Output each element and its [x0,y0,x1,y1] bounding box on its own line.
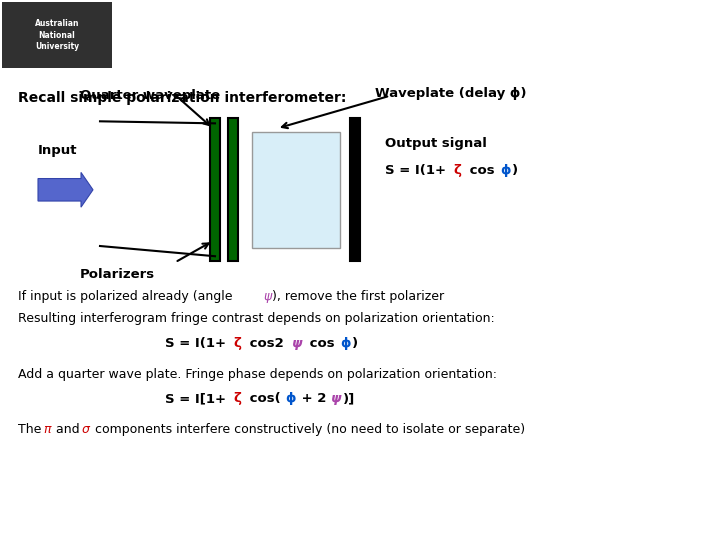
Text: ζ: ζ [233,337,241,350]
Text: Quarter waveplate: Quarter waveplate [80,89,220,102]
Bar [210,118,220,261]
Text: ψ: ψ [263,290,271,303]
Text: + 2: + 2 [297,392,326,405]
Text: S = I(1+: S = I(1+ [385,164,446,177]
Text: ): ) [512,164,518,177]
FancyArrow shape [38,172,93,207]
Text: cos2: cos2 [245,337,284,350]
Text: Resulting interferogram fringe contrast depends on polarization orientation:: Resulting interferogram fringe contrast … [18,313,495,326]
Text: ϕ: ϕ [500,164,510,177]
Text: ψ: ψ [331,392,341,405]
Text: Waveplate (delay ϕ): Waveplate (delay ϕ) [375,86,526,99]
Text: ), remove the first polarizer: ), remove the first polarizer [272,290,444,303]
Text: cos: cos [465,164,495,177]
Bar [252,132,340,248]
Text: ): ) [352,337,358,350]
Text: S = I(1+: S = I(1+ [165,337,226,350]
Bar [228,118,238,261]
Text: cos(: cos( [245,392,281,405]
Text: ζ: ζ [453,164,461,177]
Text: Imaging spectro-polarimetry for MSE: Imaging spectro-polarimetry for MSE [125,21,662,49]
Text: Polarizers: Polarizers [80,268,155,281]
Text: ϕ: ϕ [285,392,295,405]
Text: S = I[1+: S = I[1+ [165,392,226,405]
Text: Add a quarter wave plate. Fringe phase depends on polarization orientation:: Add a quarter wave plate. Fringe phase d… [18,368,497,381]
Text: components interfere constructively (no need to isolate or separate): components interfere constructively (no … [91,423,525,436]
Text: Input: Input [38,144,78,157]
Text: ϕ: ϕ [340,337,351,350]
Text: Recall simple polarization interferometer:: Recall simple polarization interferomete… [18,91,346,105]
Text: Australian
National
University: Australian National University [35,19,79,51]
Text: π: π [43,423,50,436]
Text: ζ: ζ [233,392,241,405]
Bar [350,118,360,261]
Text: ψ: ψ [292,337,302,350]
Text: and: and [52,423,84,436]
Text: Output signal: Output signal [385,137,487,150]
Text: )]: )] [343,392,355,405]
Text: 16: 16 [683,518,700,532]
Text: cos: cos [305,337,335,350]
Text: If input is polarized already (angle: If input is polarized already (angle [18,290,236,303]
Text: The: The [18,423,45,436]
Text: σ: σ [82,423,90,436]
Bar [2,2,112,68]
